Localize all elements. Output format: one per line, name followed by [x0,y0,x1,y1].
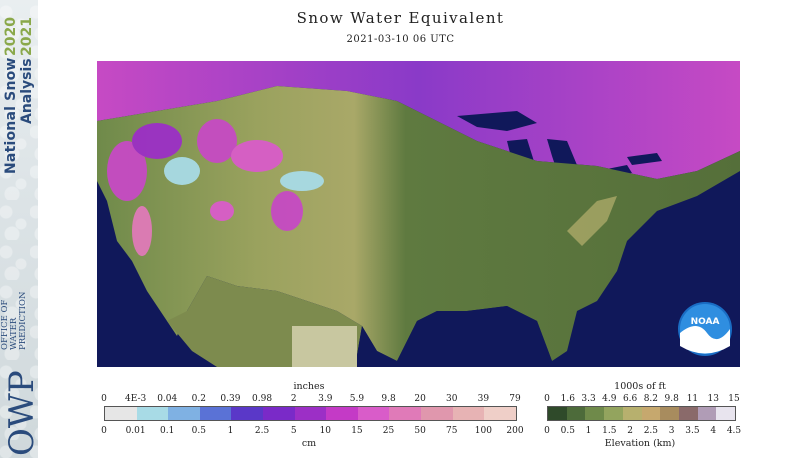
elev-units-top: 1000s of ft [614,381,666,392]
swe-inch-label: 0.39 [220,394,241,404]
swe-cm-label: 100 [474,426,492,436]
swe-inch-label: 39 [477,394,490,404]
elev-ft-label: 1.6 [560,394,575,404]
swe-inch-label: 5.9 [349,394,365,404]
elev-km-label: 0 [544,426,550,436]
elev-swatch [660,407,679,420]
swe-swatch [326,407,358,420]
appalachian-snow [567,196,617,246]
swe-swatch [199,407,232,420]
swe-swatch [389,407,422,420]
elev-ft-label: 15 [728,394,740,404]
canada-snow-region [97,61,740,179]
swe-swatch [168,407,200,420]
swe-cm-label: 10 [319,426,332,436]
snow-map: NOAA [97,61,740,367]
western-snowpack [107,119,324,256]
map-title: Snow Water Equivalent [296,9,505,27]
swe-units-bottom: cm [301,438,317,449]
elev-ft-label: 8.2 [643,394,659,404]
swe-inch-label: 2 [290,394,297,404]
elev-km-label: 1 [585,426,592,436]
product-name-line2: Analysis [19,58,35,124]
elev-ft-label: 4.9 [602,394,617,404]
swe-inch-label: 9.8 [381,394,396,404]
elev-ft-label: 0 [544,394,550,404]
map-canvas: NOAA [97,61,740,367]
elev-km-label: 4.5 [726,426,742,436]
swe-inch-label: 30 [446,394,458,404]
map-timestamp: 2021-03-10 06 UTC [346,34,455,45]
elev-ft-label: 13 [707,394,719,404]
elev-swatch [585,407,605,420]
swe-swatch [263,407,295,420]
elev-swatch [622,407,642,420]
elev-swatch [641,407,661,420]
elev-km-label: 3 [668,426,675,436]
elev-color-bar [547,406,736,421]
swe-units-top: inches [293,381,325,392]
swe-inch-label: 20 [414,394,426,404]
gulf-water [355,306,552,367]
swe-cm-label: 5 [290,426,297,436]
swe-cm-label: 0.5 [191,426,207,436]
elev-km-label: 3.5 [685,426,700,436]
elev-swatch [678,407,698,420]
swe-cm-label: 1 [227,426,234,436]
elev-km-label: 1.5 [602,426,617,436]
elev-swatch [716,407,736,420]
swe-inch-label: 4E-3 [124,394,147,404]
elev-swatch [697,407,717,420]
swe-inch-label: 0.98 [252,394,273,404]
swe-swatch [294,407,327,420]
swe-cm-label: 75 [446,426,458,436]
swe-cm-label: 0 [101,426,107,436]
swe-cm-label: 25 [382,426,395,436]
elev-ft-label: 6.6 [622,394,638,404]
swe-swatch [484,407,516,420]
elev-km-label: 2.5 [643,426,659,436]
swe-cm-label: 0.01 [125,426,146,436]
sidebar-snow-texture [0,0,38,458]
noaa-logo-text: NOAA [691,317,720,327]
elev-ft-label: 9.8 [664,394,679,404]
elev-swatch [566,407,586,420]
swe-color-bar [104,406,517,421]
swe-swatch [231,407,264,420]
elev-km-label: 2 [627,426,633,436]
elev-ft-label: 11 [686,394,699,404]
elev-swatch [548,407,567,420]
swe-inch-label: 0 [101,394,107,404]
swe-swatch [357,407,390,420]
swe-cm-label: 50 [414,426,426,436]
swe-cm-label: 2.5 [254,426,270,436]
swe-cm-label: 0.1 [160,426,175,436]
great-lakes [457,111,662,181]
elev-km-label: 0.5 [560,426,575,436]
noaa-logo: NOAA [678,302,732,356]
swe-inch-label: 79 [509,394,521,404]
masked-region [292,326,357,367]
owp-logo-text: OWP [2,370,38,456]
branding-sidebar: National Snow Analysis 2020 2021 OFFICE … [0,0,38,458]
swe-swatch [452,407,485,420]
elev-ft-label: 3.3 [581,394,596,404]
office-name-line3: PREDICTION [18,291,28,350]
swe-swatch [105,407,137,420]
swe-inch-label: 0.04 [157,394,178,404]
elev-km-label: 4 [710,426,717,436]
product-name-line1: National Snow [3,57,19,174]
elev-units-bottom: Elevation (km) [604,438,676,449]
swe-inch-label: 3.9 [318,394,333,404]
swe-swatch [136,407,169,420]
swe-cm-label: 15 [351,426,363,436]
swe-swatch [421,407,453,420]
elev-swatch [604,407,623,420]
swe-cm-label: 200 [506,426,524,436]
swe-inch-label: 0.2 [191,394,207,404]
